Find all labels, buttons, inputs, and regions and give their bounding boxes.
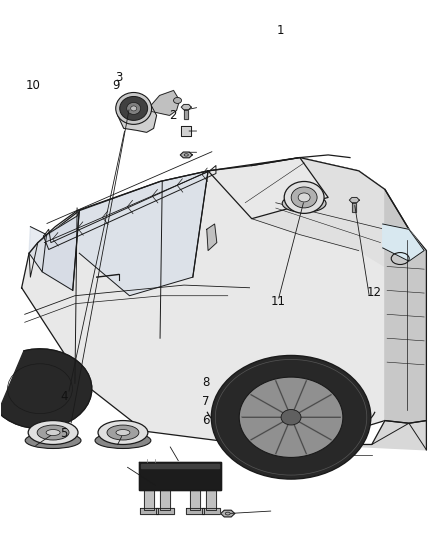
Polygon shape <box>181 126 191 136</box>
Ellipse shape <box>107 425 139 440</box>
Text: 10: 10 <box>26 79 41 92</box>
Ellipse shape <box>281 409 301 425</box>
Polygon shape <box>156 508 174 514</box>
Polygon shape <box>144 490 154 510</box>
Ellipse shape <box>28 421 78 445</box>
Text: 2: 2 <box>170 109 177 122</box>
Text: 9: 9 <box>113 79 120 92</box>
Text: 4: 4 <box>60 390 68 403</box>
Polygon shape <box>184 110 188 119</box>
Ellipse shape <box>284 181 324 213</box>
Polygon shape <box>190 490 200 510</box>
Polygon shape <box>201 508 219 514</box>
Polygon shape <box>21 158 409 442</box>
Ellipse shape <box>116 430 130 435</box>
Text: 3: 3 <box>115 71 122 84</box>
Ellipse shape <box>344 425 364 437</box>
Polygon shape <box>252 158 409 272</box>
Text: 8: 8 <box>202 376 210 389</box>
Polygon shape <box>181 104 191 110</box>
Ellipse shape <box>298 193 310 202</box>
Polygon shape <box>180 152 192 158</box>
Ellipse shape <box>98 421 148 445</box>
Polygon shape <box>147 91 180 116</box>
Text: 12: 12 <box>367 286 381 298</box>
Ellipse shape <box>291 187 317 208</box>
Polygon shape <box>352 203 357 212</box>
Polygon shape <box>160 490 170 510</box>
Polygon shape <box>79 171 208 296</box>
Ellipse shape <box>127 102 141 115</box>
Ellipse shape <box>25 433 81 448</box>
Polygon shape <box>350 198 359 203</box>
Text: 7: 7 <box>202 395 210 408</box>
Ellipse shape <box>131 106 137 111</box>
Polygon shape <box>140 508 158 514</box>
Ellipse shape <box>282 195 326 212</box>
Polygon shape <box>207 224 217 251</box>
Ellipse shape <box>46 430 60 435</box>
Ellipse shape <box>116 93 152 124</box>
Polygon shape <box>139 463 221 490</box>
Ellipse shape <box>239 377 343 457</box>
Polygon shape <box>208 158 328 219</box>
Polygon shape <box>186 508 204 514</box>
Polygon shape <box>118 99 157 132</box>
Polygon shape <box>205 490 215 510</box>
Text: 5: 5 <box>60 427 68 440</box>
Polygon shape <box>29 227 46 272</box>
Polygon shape <box>315 421 426 450</box>
Polygon shape <box>383 224 424 261</box>
Ellipse shape <box>37 425 69 440</box>
Polygon shape <box>221 510 235 517</box>
Ellipse shape <box>211 356 371 479</box>
Ellipse shape <box>95 433 151 448</box>
Polygon shape <box>141 464 219 469</box>
Ellipse shape <box>173 98 181 103</box>
Text: 1: 1 <box>276 23 284 37</box>
Ellipse shape <box>120 96 148 120</box>
Polygon shape <box>385 189 426 423</box>
Text: 11: 11 <box>270 295 286 308</box>
Polygon shape <box>0 349 92 429</box>
Polygon shape <box>42 211 79 290</box>
Text: 6: 6 <box>202 414 210 427</box>
